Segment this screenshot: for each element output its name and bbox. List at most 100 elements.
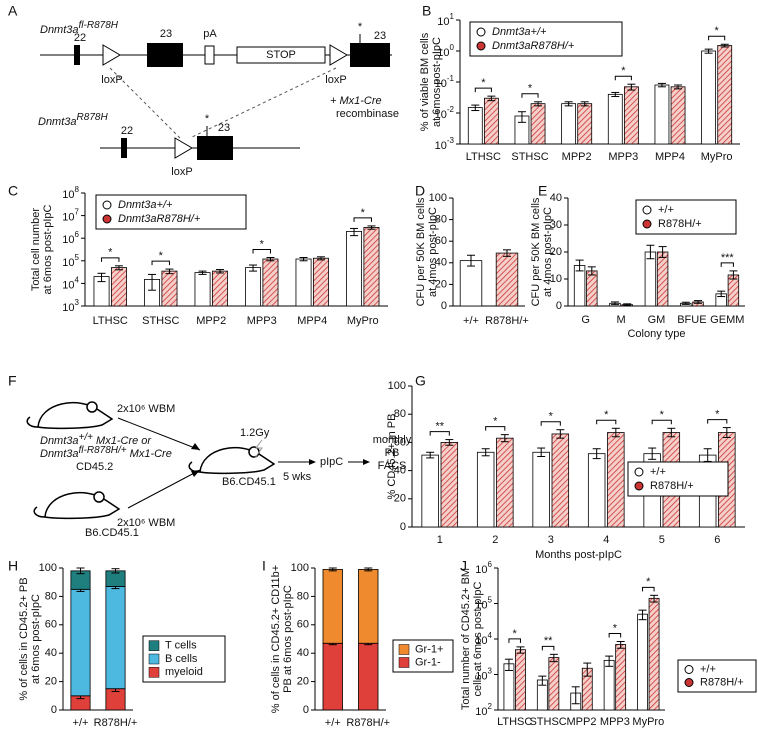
x-tick-label: MPP3 [600,716,630,728]
wbm-label: 2x10⁶ WBM [117,403,175,415]
tick-exponent: 6 [75,230,80,239]
tick-exponent: -1 [447,74,455,83]
significance-bracket [101,257,120,262]
tick-base: 10 [475,670,487,682]
error-bar [198,270,207,275]
legend-label: +/+ [700,663,716,675]
bar [577,103,593,145]
arrow [127,469,201,509]
significance-star: ** [435,420,444,432]
bar [727,274,740,307]
significance-bracket [429,431,450,436]
bar [530,103,546,145]
error-bar [722,427,731,438]
loxp-label: loxP [101,74,122,86]
arrow [117,417,201,451]
arrowhead [309,459,316,465]
bar [440,441,459,528]
y-tick-label: 0 [441,300,447,312]
bar [421,454,439,528]
tick-exponent: 7 [75,208,80,217]
significance-star: * [481,77,486,89]
y-tick-label: 100 [437,43,454,59]
y-tick-label: 100 [39,562,57,574]
significance-star: * [613,622,618,634]
y-axis-label: CFU per 50K BM cells [530,197,542,306]
significance-star: * [715,409,720,421]
tick-base: 10 [437,16,449,28]
error-bar [667,427,676,438]
x-tick-label: MPP4 [297,315,327,327]
error-bar [657,82,666,88]
error-bar [638,609,647,621]
x-tick-label: LTHSC [93,315,128,327]
tick-exponent: 6 [488,560,493,569]
error-bar [587,266,596,276]
exon [74,45,80,65]
y-tick-label: 106 [62,230,79,246]
bar [467,107,483,145]
gene: Dnmt3a [40,24,79,36]
readout-label: monthly [373,434,412,446]
y-tick-label: 108 [62,185,79,201]
significance-bracket [353,217,372,222]
x-tick-label: MPP3 [608,151,638,163]
allele: +/+ [79,432,94,443]
bar [346,230,363,307]
legend-marker [642,205,652,215]
y-tick-label: 20 [550,246,562,258]
error-bar [148,273,157,291]
significance-star: * [361,207,366,219]
exon-label: 23 [374,30,386,42]
legend-label: Dnmt3a+/+ [492,26,547,38]
y-tick-label: 80 [394,408,406,420]
significance-star: * [715,25,720,37]
arrowhead [191,443,200,450]
x-tick-label: G [581,314,590,326]
tick-base: 10 [62,189,74,201]
gene: Dnmt3a [40,435,79,447]
error-bar [504,658,513,671]
error-bar [549,653,558,663]
legend-label: R878H/+ [700,676,744,688]
bar [603,659,615,711]
y-tick-label: 0 [556,300,562,312]
x-tick-label: GEMM [710,314,744,326]
y-tick-label: 104 [62,276,79,292]
irradiation-icon [254,439,263,459]
error-bar [215,269,224,274]
legend-label: Dnmt3aR878H/+ [492,40,575,52]
error-bar [674,84,683,90]
panel-letter: J [460,558,467,574]
error-bar [564,101,573,107]
legend-marker [102,214,112,224]
tick-exponent: 8 [75,185,80,194]
y-axis-label: Total number of CD45.2+ BM [460,568,472,710]
y-tick-label: 20 [45,676,57,688]
significance-bracket [720,262,734,267]
bar [483,97,499,145]
error-bar [487,95,496,102]
significance-bracket [708,35,726,41]
error-bar [445,439,454,446]
legend-label: Gr-1+ [415,643,443,655]
bar [607,93,623,145]
tick-base: 10 [475,564,487,576]
bar [312,257,329,307]
y-tick-label: 40 [45,647,57,659]
loxp-label: loxP [325,74,346,86]
x-tick-label: R878H/+ [346,717,390,729]
y-axis-label: at 4mos post-pIpC [427,207,439,297]
significance-bracket [252,248,271,254]
legend-marker [476,41,486,51]
significance-star: * [660,409,665,421]
y-axis-label: at 4mos post-pIpC [542,207,554,297]
exon [147,43,183,67]
pa-label: pA [203,28,217,40]
x-tick-label: R878H/+ [485,315,529,327]
error-bar [467,254,475,267]
bar [587,453,606,528]
tick-exponent: 0 [450,43,455,52]
legend-label: R878H/+ [658,218,702,230]
